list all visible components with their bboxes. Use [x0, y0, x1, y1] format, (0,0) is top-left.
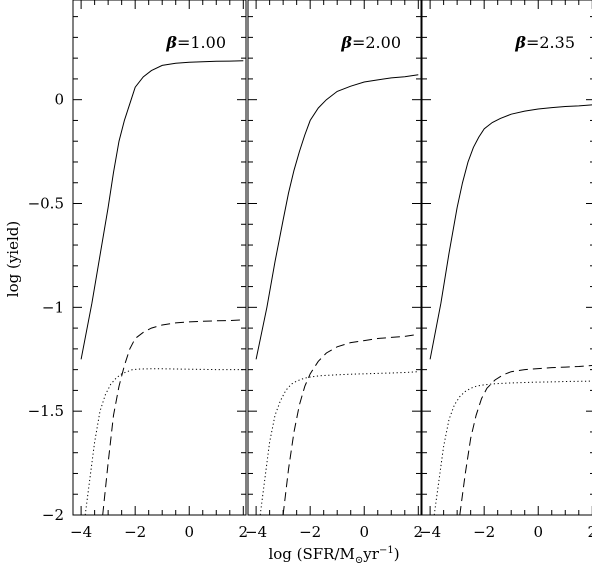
x-axis-title-prefix: log (SFR/M [268, 545, 354, 563]
y-axis-title: log (yield) [4, 221, 22, 297]
panel-frame [421, 0, 592, 516]
dashed-curve [282, 333, 419, 516]
dotted-curve [259, 371, 419, 516]
dotted-curve [433, 380, 592, 516]
solid-curve [429, 104, 592, 360]
x-tick-label: −4 [245, 523, 267, 541]
x-axis-title-suffix: ) [394, 545, 400, 563]
x-tick-label: 2 [588, 523, 592, 541]
x-axis-title-sup: −1 [379, 545, 394, 556]
solid-curve [80, 60, 244, 360]
x-tick-label: 0 [184, 523, 194, 541]
panel-label: β=1.00 [165, 33, 226, 52]
x-tick-labels: −4−202−4−202−4−202 [70, 523, 592, 541]
x-axis-title-sub: ⊙ [355, 555, 363, 566]
x-axis-title-mid: yr [362, 545, 379, 563]
panel-2: β=2.00 [247, 0, 422, 516]
y-tick-label: −2 [42, 506, 64, 524]
x-tick-label: 2 [414, 523, 424, 541]
panel-label: β=2.35 [514, 33, 575, 52]
panel-frame [72, 0, 247, 516]
panel-label-beta: β [514, 33, 526, 52]
y-tick-label: 0 [54, 91, 64, 109]
panel-3: β=2.35 [421, 0, 592, 516]
y-tick-label: −0.5 [28, 195, 64, 213]
panel-frame [247, 0, 422, 516]
panel-label: β=2.00 [340, 33, 401, 52]
x-tick-label: 2 [239, 523, 249, 541]
panel-label-beta: β [165, 33, 177, 52]
panel-1: β=1.00 [72, 0, 247, 516]
panel-label-value: =2.00 [352, 33, 401, 52]
x-tick-label: −4 [70, 523, 92, 541]
panel-label-beta: β [340, 33, 352, 52]
x-tick-label: −4 [419, 523, 441, 541]
x-tick-label: 0 [533, 523, 543, 541]
dotted-curve [84, 368, 244, 516]
x-tick-label: −2 [299, 523, 321, 541]
x-tick-label: 0 [359, 523, 369, 541]
y-tick-label: −1.5 [28, 402, 64, 420]
dashed-curve [459, 365, 592, 516]
panel-label-value: =1.00 [177, 33, 226, 52]
solid-curve [255, 74, 419, 360]
x-tick-label: −2 [124, 523, 146, 541]
x-tick-label: −2 [473, 523, 495, 541]
panels-layer: β=1.00 β=2.00 β=2.35 [72, 0, 592, 516]
panel-label-value: =2.35 [526, 33, 575, 52]
x-axis-title: log (SFR/M⊙yr−1) [268, 545, 399, 566]
dashed-curve [102, 319, 244, 516]
y-tick-labels: 0 −0.5 −1 −1.5 −2 [28, 91, 64, 524]
y-tick-label: −1 [42, 298, 64, 316]
